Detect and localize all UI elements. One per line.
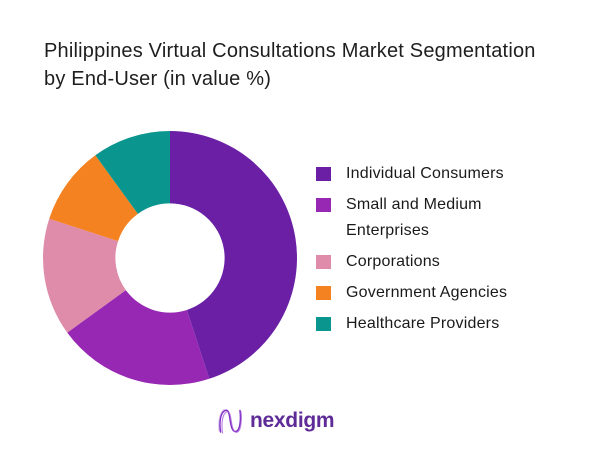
chart-legend: Individual Consumers Small and Medium En… (316, 161, 531, 337)
legend-label-healthcare-providers: Healthcare Providers (346, 315, 500, 332)
legend-label-government-agencies: Government Agencies (346, 284, 508, 301)
legend-swatch-corporations (316, 255, 331, 269)
legend-label-individual-consumers: Individual Consumers (346, 165, 504, 182)
legend-item-small-and-medium-enterprises: Small and Medium Enterprises (316, 192, 531, 244)
donut-segment-government-agencies (49, 155, 138, 242)
donut-segment-corporations (43, 218, 126, 333)
chart-title: Philippines Virtual Consultations Market… (44, 37, 574, 93)
legend-swatch-individual-consumers (316, 167, 331, 181)
donut-segment-healthcare-providers (95, 131, 170, 214)
chart-title-line1: Philippines Virtual Consultations Market… (44, 40, 536, 62)
donut-segment-individual-consumers (170, 131, 297, 379)
legend-swatch-small-and-medium-enterprises (316, 198, 331, 212)
legend-item-government-agencies: Government Agencies (316, 280, 531, 306)
legend-item-corporations: Corporations (316, 249, 531, 275)
legend-swatch-government-agencies (316, 286, 331, 300)
legend-label-corporations: Corporations (346, 253, 441, 270)
legend-item-individual-consumers: Individual Consumers (316, 161, 531, 187)
donut-chart-svg (43, 131, 297, 385)
legend-label-small-and-medium-enterprises: Small and Medium Enterprises (346, 196, 482, 239)
chart-title-line2: by End-User (in value %) (44, 68, 272, 90)
legend-swatch-healthcare-providers (316, 317, 331, 331)
donut-segment-small-and-medium-enterprises (67, 290, 210, 385)
legend-item-healthcare-providers: Healthcare Providers (316, 311, 531, 337)
nexdigm-logo-text: nexdigm (250, 409, 335, 432)
nexdigm-logo: nexdigm (217, 406, 335, 436)
donut-chart (42, 130, 298, 386)
nexdigm-logo-icon (218, 409, 242, 434)
